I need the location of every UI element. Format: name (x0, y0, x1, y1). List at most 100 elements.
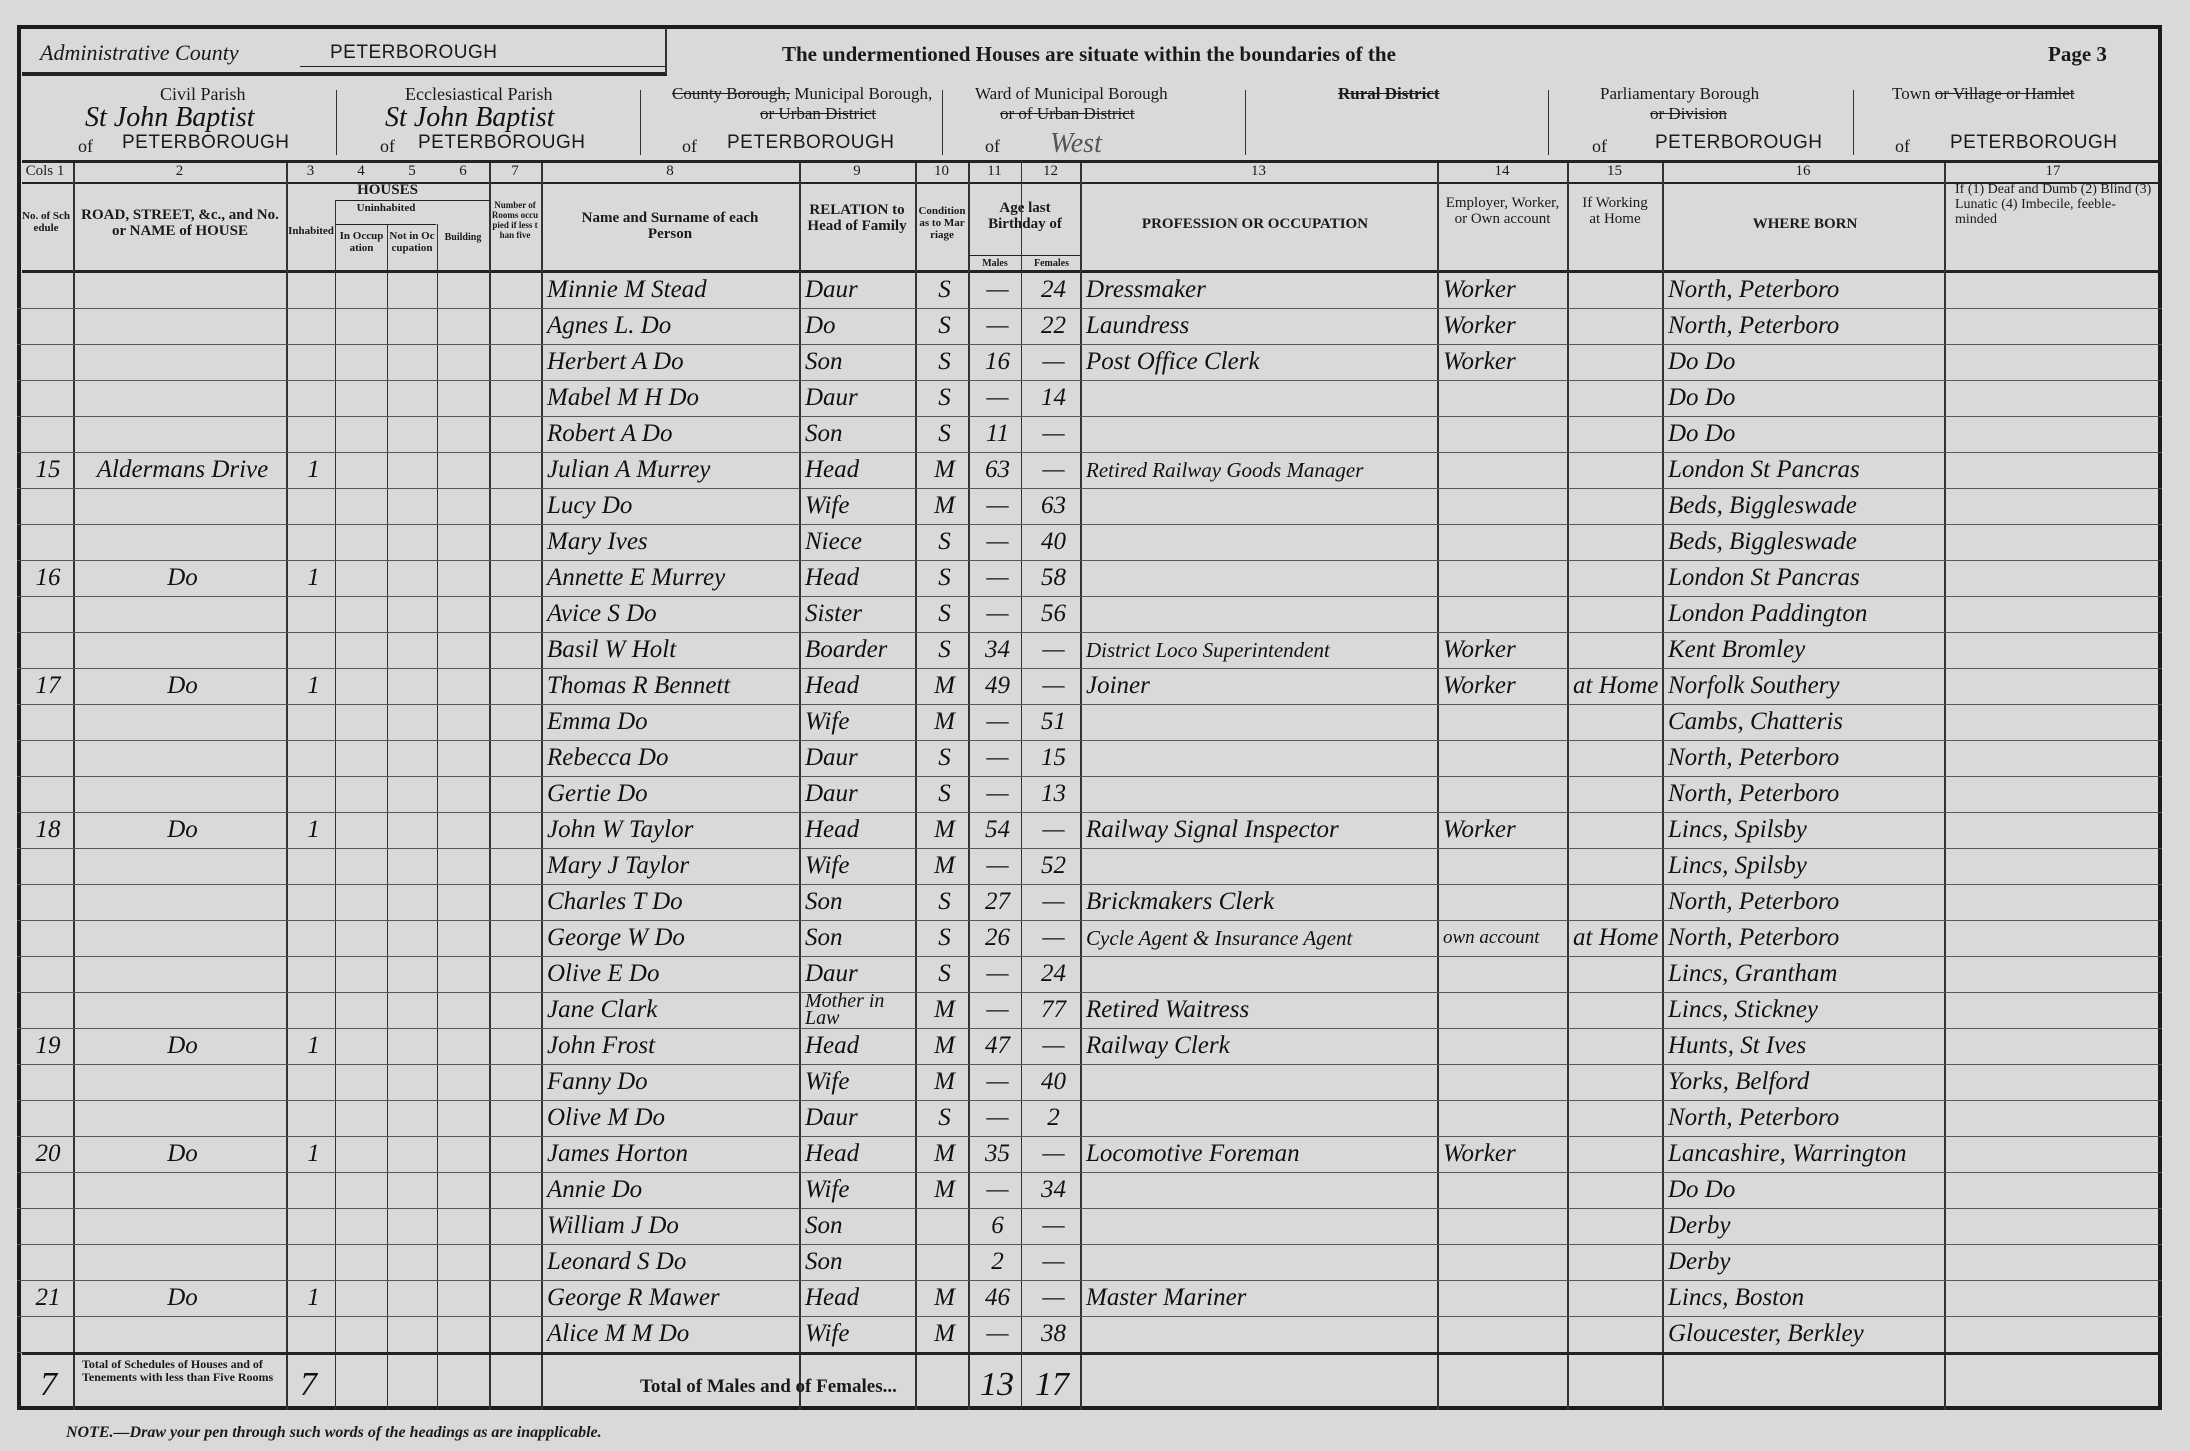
cell-employment: own account (1443, 927, 1540, 948)
totals-divider (22, 1352, 2162, 1355)
cell-male: 2 (991, 1248, 1004, 1275)
cell-schedule (17, 416, 73, 452)
cell-schedule (17, 704, 73, 740)
cell-at-home (1567, 992, 1662, 1028)
of-label: of (78, 136, 93, 156)
column-number: 8 (666, 163, 674, 179)
column-number: 11 (987, 163, 1002, 179)
column-number: 3 (306, 163, 315, 179)
cell-inhabited (286, 776, 335, 812)
cell-male: — (986, 312, 1009, 339)
cell-relation: Head (805, 1284, 860, 1311)
cell-female: — (1042, 1032, 1065, 1059)
cell-name: Mary J Taylor (547, 852, 690, 879)
cell-name: Julian A Murrey (547, 456, 711, 483)
cell-condition: S (938, 636, 951, 663)
cell-name: James Horton (547, 1140, 688, 1167)
cell-male: 34 (985, 636, 1010, 663)
civil-parish-label: Civil Parish (160, 84, 246, 104)
column-number: 15 (1607, 163, 1622, 179)
cell-occupation (1080, 704, 1437, 740)
cell-inhabited (286, 740, 335, 776)
cell-female: — (1042, 636, 1065, 663)
cell-employment (1437, 560, 1567, 596)
cell-name: Jane Clark (547, 996, 658, 1023)
parl-borough-label: Parliamentary Borough (1600, 84, 1760, 103)
cell-inhabited (286, 344, 335, 380)
cell-occupation: Post Office Clerk (1086, 348, 1260, 375)
borough-of: PETERBOROUGH (727, 132, 895, 153)
row-divider (17, 920, 2162, 921)
cell-condition: S (938, 384, 951, 411)
cell-employment: Worker (1443, 672, 1516, 699)
cell-name: Alice M M Do (547, 1320, 690, 1347)
cell-schedule (17, 848, 73, 884)
cell-schedule: 19 (35, 1032, 61, 1059)
cell-male: 46 (985, 1284, 1010, 1311)
col-born-header: WHERE BORN (1752, 216, 1858, 232)
table-row: Emma Do Wife M — 51 Cambs, Chatteris (17, 704, 2162, 740)
cell-address (73, 380, 286, 416)
cell-relation: Daur (805, 384, 858, 411)
cell-address (73, 992, 286, 1028)
cell-employment: Worker (1443, 276, 1516, 303)
cell-employment (1437, 1244, 1567, 1280)
cell-name: William J Do (547, 1212, 679, 1239)
cell-born: London Paddington (1668, 600, 1868, 627)
cell-female: 63 (1041, 492, 1066, 519)
cell-born: North, Peterboro (1668, 924, 1840, 951)
cell-occupation (1080, 380, 1437, 416)
table-row: Rebecca Do Daur S — 15 North, Peterboro (17, 740, 2162, 776)
cell-schedule (17, 992, 73, 1028)
cell-occupation: Retired Waitress (1086, 996, 1250, 1023)
table-row: 20 Do 1 James Horton Head M 35 — Locomotive Fore… (17, 1136, 2162, 1172)
cell-relation: Son (805, 1248, 843, 1275)
cell-employment: Worker (1443, 816, 1516, 843)
cell-schedule (17, 380, 73, 416)
urban-district-struck: or Urban District (760, 104, 877, 123)
column-divider (1021, 163, 1022, 1410)
cell-at-home (1567, 1172, 1662, 1208)
cell-condition: M (934, 1032, 955, 1059)
row-divider (17, 812, 2162, 813)
row-divider (17, 524, 2162, 525)
ward-label-struck: or of Urban District (1000, 104, 1135, 123)
cell-condition: S (938, 780, 951, 807)
cell-employment (1437, 452, 1567, 488)
cell-occupation (1080, 776, 1437, 812)
table-row: Jane Clark Mother in Law M — 77 Retired Waitr… (17, 991, 2162, 1028)
column-number: 5 (408, 163, 416, 179)
table-row: 21 Do 1 George R Mawer Head M 46 — Master Marine… (17, 1280, 2162, 1316)
cell-at-home (1567, 416, 1662, 452)
cell-address (73, 272, 286, 308)
cell-at-home (1567, 308, 1662, 344)
cell-male: 11 (985, 420, 1010, 447)
table-row: Fanny Do Wife M — 40 Yorks, Belford (17, 1064, 2162, 1100)
cell-male: 54 (985, 816, 1010, 843)
col-schedule-header: No. of Schedule (22, 210, 70, 234)
cell-female: 15 (1041, 744, 1066, 771)
eccl-parish-value: St John Baptist (385, 102, 555, 133)
cell-employment (1437, 488, 1567, 524)
row-divider (17, 1172, 2162, 1173)
column-number: 9 (853, 163, 861, 179)
cell-relation: Head (805, 672, 860, 699)
table-row: 17 Do 1 Thomas R Bennett Head M 49 — Joiner Worke… (17, 668, 2162, 704)
row-divider (17, 956, 2162, 957)
column-number: 17 (2045, 163, 2061, 179)
cell-inhabited (286, 488, 335, 524)
table-row: Gertie Do Daur S — 13 North, Peterboro (17, 776, 2162, 812)
table-row: Leonard S Do Son 2 — Derby (17, 1244, 2162, 1280)
row-divider (17, 776, 2162, 777)
cell-address (73, 416, 286, 452)
cell-occupation: Joiner (1086, 672, 1150, 699)
cell-occupation (1080, 1208, 1437, 1244)
cell-address (73, 632, 286, 668)
admin-county-label: Administrative County (40, 40, 239, 65)
eccl-parish-of: PETERBOROUGH (418, 132, 586, 153)
cell-schedule: 17 (35, 672, 61, 699)
total-schedules-label: Total of Schedules of Houses and of Tene… (82, 1357, 274, 1384)
cell-address (73, 1064, 286, 1100)
cell-inhabited (286, 704, 335, 740)
cell-at-home (1567, 488, 1662, 524)
